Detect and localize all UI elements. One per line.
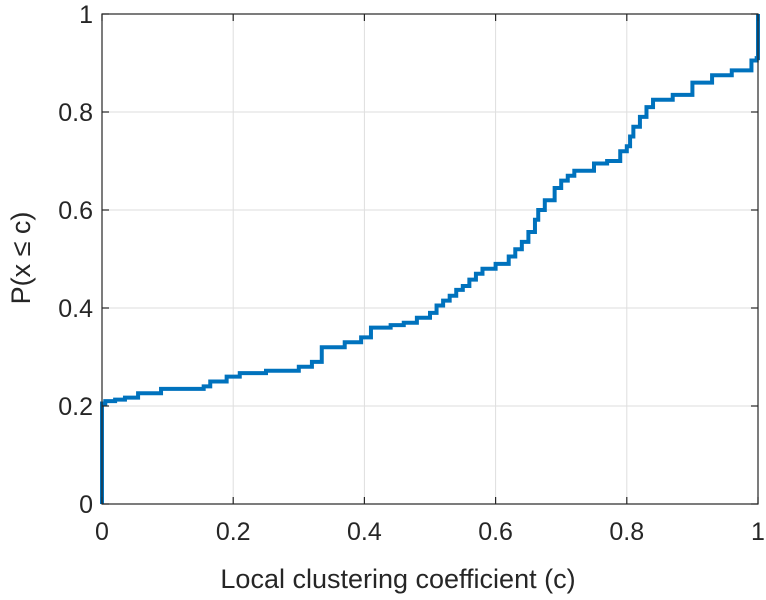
x-tick-label-3: 0.6 <box>478 518 513 546</box>
series-layer <box>100 14 760 504</box>
cdf-series-line-0 <box>100 14 760 504</box>
tick-labels: 0 0.2 0.4 0.6 0.8 1 0 0.2 0.4 0.6 0.8 1 <box>58 1 765 546</box>
axes <box>101 13 759 505</box>
x-tick-label-0: 0 <box>95 518 109 546</box>
y-tick-label-5: 1 <box>79 1 93 29</box>
x-tick-label-2: 0.4 <box>347 518 382 546</box>
plot-box <box>101 13 759 505</box>
x-tick-label-4: 0.8 <box>609 518 644 546</box>
y-axis-label: P(x ≤ c) <box>6 212 36 305</box>
x-axis-label: Local clustering coefficient (c) <box>220 564 575 594</box>
y-tick-label-3: 0.6 <box>58 197 93 225</box>
y-tick-label-0: 0 <box>79 491 93 519</box>
y-tick-label-2: 0.4 <box>58 295 93 323</box>
y-tick-label-1: 0.2 <box>58 393 93 421</box>
x-tick-label-1: 0.2 <box>216 518 251 546</box>
y-tick-label-4: 0.8 <box>58 99 93 127</box>
x-tick-label-5: 1 <box>751 518 765 546</box>
